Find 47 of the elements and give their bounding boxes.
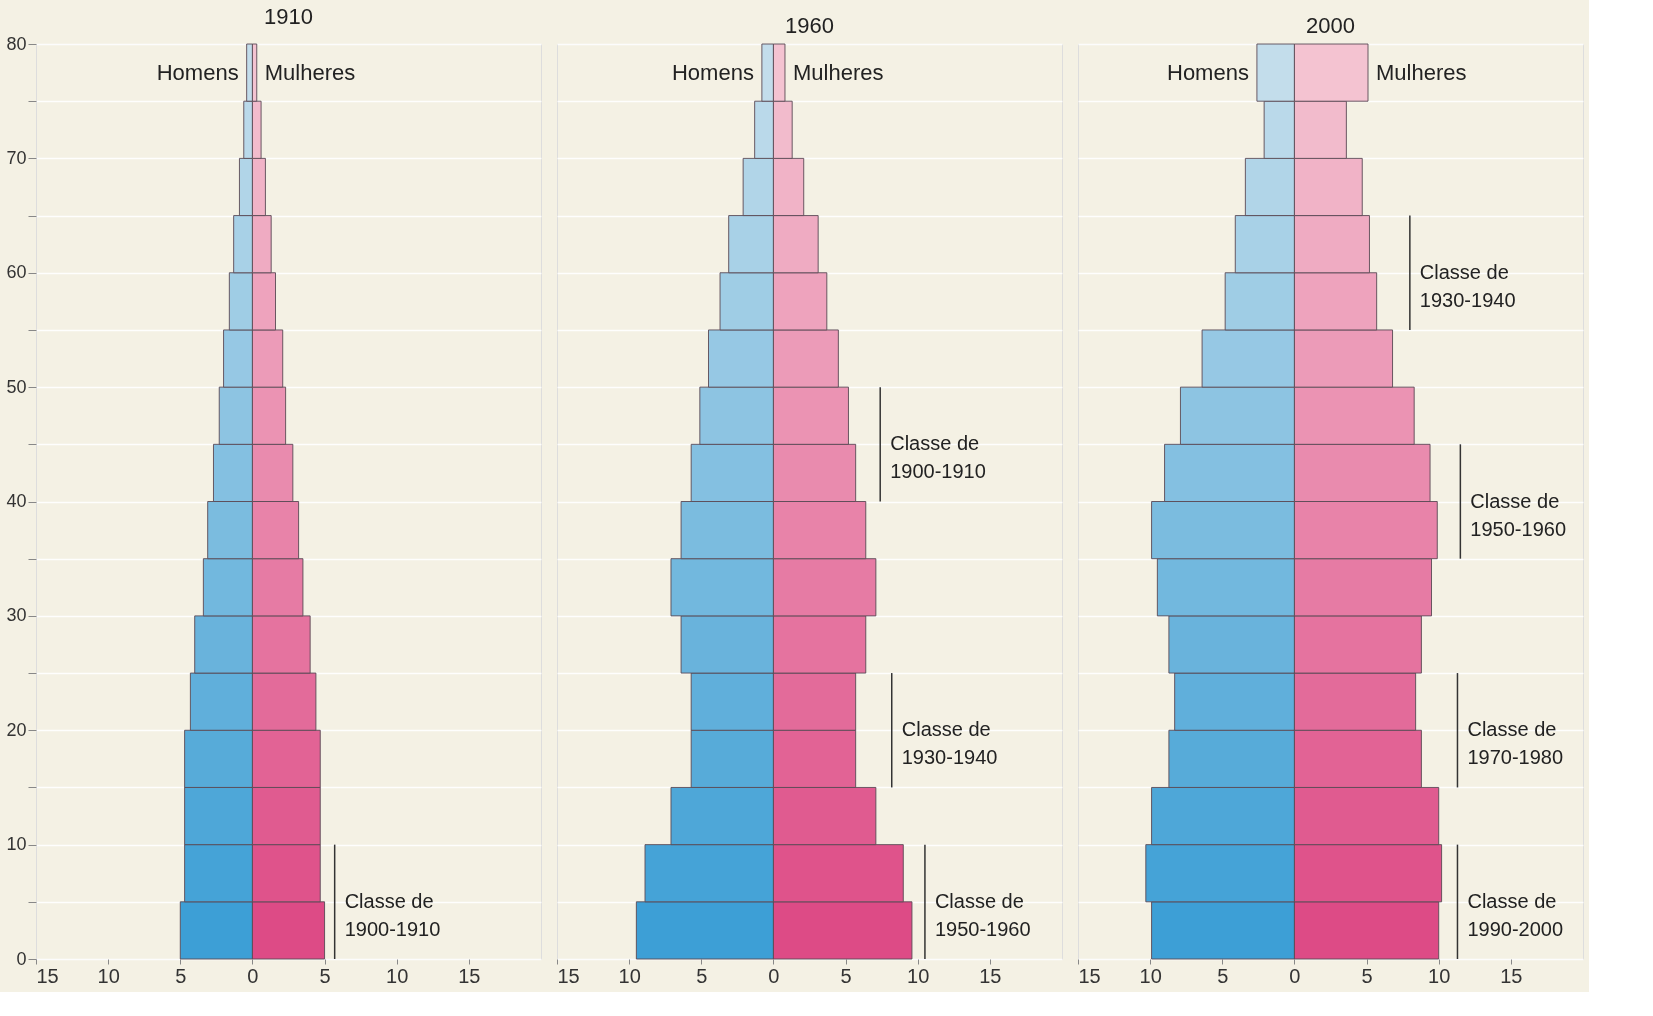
y-tick-label: 60: [6, 262, 27, 283]
x-tick-label: 15: [557, 964, 580, 987]
y-tick-label: 50: [6, 376, 27, 397]
y-tick-label: 20: [6, 719, 27, 740]
series-label: Mulheres: [792, 59, 884, 85]
series-label: Mulheres: [264, 59, 356, 85]
annotation: Classe de 1900-1910: [890, 432, 986, 483]
x-tick-label: 10: [907, 964, 930, 987]
annotation: Classe de 1970-1980: [1467, 718, 1564, 769]
annotation: Classe de 1930-1940: [901, 718, 998, 769]
x-tick-label: 5: [1361, 964, 1373, 987]
x-tick-label: 15: [458, 964, 481, 987]
x-tick-label: 5: [175, 964, 187, 987]
series-label: Homens: [671, 59, 754, 85]
annotation: Classe de 1950-1960: [934, 889, 1031, 940]
x-tick-label: 10: [97, 964, 120, 987]
x-tick-label: 10: [386, 964, 409, 987]
x-tick-label: 15: [1500, 964, 1523, 987]
x-tick-label: 15: [1078, 964, 1101, 987]
x-tick-label: 10: [1139, 964, 1162, 987]
annotation: Classe de 1900-1910: [344, 889, 441, 940]
x-tick-label: 10: [1428, 964, 1451, 987]
y-tick-label: 40: [6, 491, 27, 511]
y-tick-label: 30: [6, 605, 27, 626]
x-tick-label: 15: [36, 964, 59, 987]
y-tick-label: 70: [6, 147, 27, 168]
y-tick-label: 80: [6, 33, 27, 54]
x-tick-label: 0: [768, 964, 780, 987]
annotation: Classe de 1950-1960: [1470, 489, 1567, 540]
x-tick-label: 5: [696, 964, 708, 987]
y-tick-label: 10: [6, 834, 27, 855]
series-label: Homens: [1166, 59, 1249, 85]
x-tick-label: 0: [247, 964, 259, 987]
series-label: Mulheres: [1376, 59, 1467, 85]
x-tick-label: 5: [840, 964, 852, 987]
x-tick-label: 5: [319, 964, 331, 987]
chart-title: 2000: [1306, 12, 1355, 38]
chart-title: 1960: [785, 12, 834, 38]
annotation: Classe de 1990-2000: [1467, 889, 1564, 940]
x-tick-label: 15: [979, 964, 1002, 987]
annotation: Classe de 1930-1940: [1419, 260, 1516, 311]
series-label: Homens: [156, 59, 239, 85]
y-tick-label: 0: [16, 948, 27, 969]
x-tick-label: 5: [1217, 964, 1229, 987]
chart-title: 1910: [264, 4, 313, 29]
x-tick-label: 0: [1289, 964, 1301, 987]
x-tick-label: 10: [618, 964, 641, 987]
